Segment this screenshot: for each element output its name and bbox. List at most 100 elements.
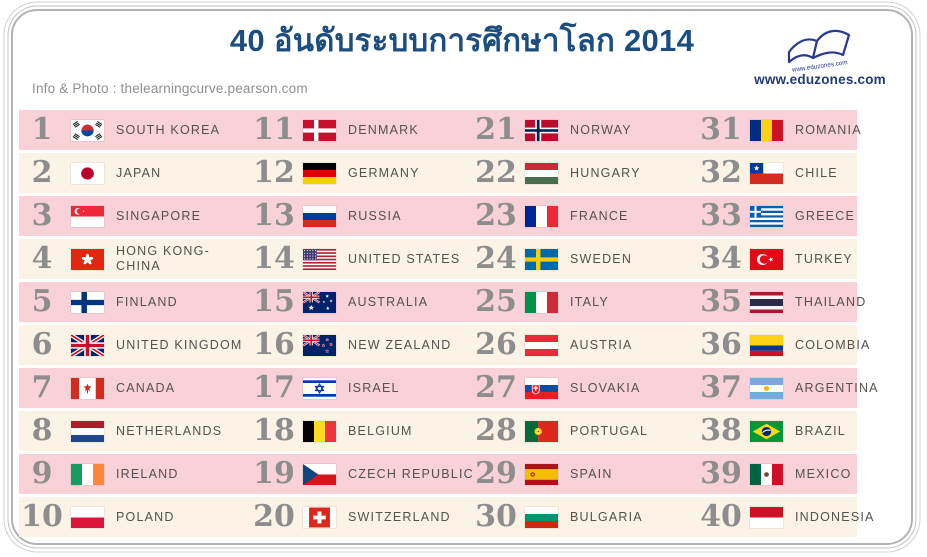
country-label: RUSSIA <box>348 208 402 223</box>
rank-number: 23 <box>475 198 517 233</box>
ranking-entry: 9 IRELAND <box>19 454 251 494</box>
rank-number: 15 <box>253 284 295 319</box>
flag-icon-hungary <box>525 162 558 184</box>
rank-number: 34 <box>700 241 742 276</box>
rank-number: 29 <box>475 456 517 491</box>
flag-icon-indonesia <box>750 506 783 528</box>
flag-icon-hong-kong-china <box>71 248 104 270</box>
country-label: THAILAND <box>795 294 867 309</box>
ranking-entry: 36 COLOMBIA <box>698 325 869 365</box>
ranking-entry: 1 SOUTH KOREA <box>19 110 251 150</box>
ranking-row: 1 SOUTH KOREA 11 DENMARK 21 NORWAY 31 ROMANIA <box>19 110 861 150</box>
ranking-entry: 2 JAPAN <box>19 153 251 193</box>
country-label: POLAND <box>116 509 175 524</box>
ranking-entry: 37 ARGENTINA <box>698 368 877 408</box>
ranking-entry: 4 HONG KONG- CHINA <box>19 239 251 279</box>
rank-number: 1 <box>31 112 53 147</box>
country-label: ROMANIA <box>795 122 862 137</box>
rank-number: 36 <box>700 327 742 362</box>
ranking-entry: 32 CHILE <box>698 153 857 193</box>
flag-icon-czech-republic <box>303 463 336 485</box>
flag-icon-chile <box>750 162 783 184</box>
ranking-entry: 25 ITALY <box>473 282 698 322</box>
country-label: SWITZERLAND <box>348 509 451 524</box>
flag-icon-russia <box>303 205 336 227</box>
flag-icon-new-zealand <box>303 334 336 356</box>
open-book-icon: www.eduzones.com <box>787 29 851 74</box>
website-url: www.eduzones.com <box>754 72 886 87</box>
ranking-entry: 24 SWEDEN <box>473 239 698 279</box>
ranking-entry: 30 BULGARIA <box>473 497 698 537</box>
ranking-entry: 17 ISRAEL <box>251 368 473 408</box>
ranking-entry: 31 ROMANIA <box>698 110 860 150</box>
ranking-row: 5 FINLAND 15 AUSTRALIA 25 ITALY 35 THAILAND <box>19 282 865 322</box>
country-label: PORTUGAL <box>570 423 649 438</box>
rank-number: 39 <box>700 456 742 491</box>
rank-number: 16 <box>253 327 295 362</box>
country-label: AUSTRALIA <box>348 294 429 309</box>
ranking-entry: 8 NETHERLANDS <box>19 411 251 451</box>
country-label: AUSTRIA <box>570 337 633 352</box>
flag-icon-turkey <box>750 248 783 270</box>
flag-icon-south-korea <box>71 119 104 141</box>
ranking-grid: 1 SOUTH KOREA 11 DENMARK 21 NORWAY 31 ROMANIA 2 J… <box>19 110 878 537</box>
rank-number: 10 <box>21 499 63 534</box>
ranking-row: 3 SINGAPORE 13 RUSSIA 23 FRANCE 33 GREECE <box>19 196 857 236</box>
flag-icon-slovakia <box>525 377 558 399</box>
flag-icon-canada <box>71 377 104 399</box>
flag-icon-australia <box>303 291 336 313</box>
ranking-entry: 21 NORWAY <box>473 110 698 150</box>
flag-icon-belgium <box>303 420 336 442</box>
country-label: ARGENTINA <box>795 380 879 395</box>
ranking-entry: 7 CANADA <box>19 368 251 408</box>
ranking-entry: 26 AUSTRIA <box>473 325 698 365</box>
country-label: FINLAND <box>116 294 178 309</box>
rank-number: 31 <box>700 112 742 147</box>
rank-number: 37 <box>700 370 742 405</box>
ranking-row: 4 HONG KONG- CHINA 14 UNITED STATES 24 SWEDEN 3… <box>19 239 857 279</box>
ranking-entry: 28 PORTUGAL <box>473 411 698 451</box>
country-label: INDONESIA <box>795 509 875 524</box>
rank-number: 6 <box>31 327 53 362</box>
country-label: BULGARIA <box>570 509 643 524</box>
rank-number: 25 <box>475 284 517 319</box>
ranking-entry: 5 FINLAND <box>19 282 251 322</box>
flag-icon-colombia <box>750 334 783 356</box>
ranking-entry: 27 SLOVAKIA <box>473 368 698 408</box>
ranking-entry: 16 NEW ZEALAND <box>251 325 473 365</box>
ranking-entry: 10 POLAND <box>19 497 251 537</box>
rank-number: 35 <box>700 284 742 319</box>
rank-number: 22 <box>475 155 517 190</box>
flag-icon-romania <box>750 119 783 141</box>
ranking-entry: 18 BELGIUM <box>251 411 473 451</box>
flag-icon-portugal <box>525 420 558 442</box>
rank-number: 14 <box>253 241 295 276</box>
rank-number: 4 <box>31 241 53 276</box>
ranking-card: 40 อันดับระบบการศึกษาโลก 2014 Info & Pho… <box>11 9 913 545</box>
flag-icon-bulgaria <box>525 506 558 528</box>
rank-number: 17 <box>253 370 295 405</box>
rank-number: 8 <box>31 413 53 448</box>
flag-icon-italy <box>525 291 558 313</box>
country-label: COLOMBIA <box>795 337 871 352</box>
ranking-entry: 39 MEXICO <box>698 454 857 494</box>
page-title: 40 อันดับระบบการศึกษาโลก 2014 <box>229 23 695 58</box>
ranking-entry: 35 THAILAND <box>698 282 865 322</box>
flag-icon-netherlands <box>71 420 104 442</box>
ranking-row: 6 UNITED KINGDOM 16 NEW ZEALAND 26 AUSTRIA 36 C… <box>19 325 869 365</box>
rank-number: 13 <box>253 198 295 233</box>
rank-number: 18 <box>253 413 295 448</box>
ranking-entry: 3 SINGAPORE <box>19 196 251 236</box>
flag-icon-spain <box>525 463 558 485</box>
ranking-entry: 15 AUSTRALIA <box>251 282 473 322</box>
flag-icon-brazil <box>750 420 783 442</box>
rank-number: 9 <box>31 456 53 491</box>
rank-number: 7 <box>31 370 53 405</box>
rank-number: 26 <box>475 327 517 362</box>
country-label: CZECH REPUBLIC <box>348 466 474 481</box>
flag-icon-greece <box>750 205 783 227</box>
flag-icon-united-kingdom <box>71 334 104 356</box>
country-label: GERMANY <box>348 165 420 180</box>
country-label: UNITED KINGDOM <box>116 337 243 352</box>
